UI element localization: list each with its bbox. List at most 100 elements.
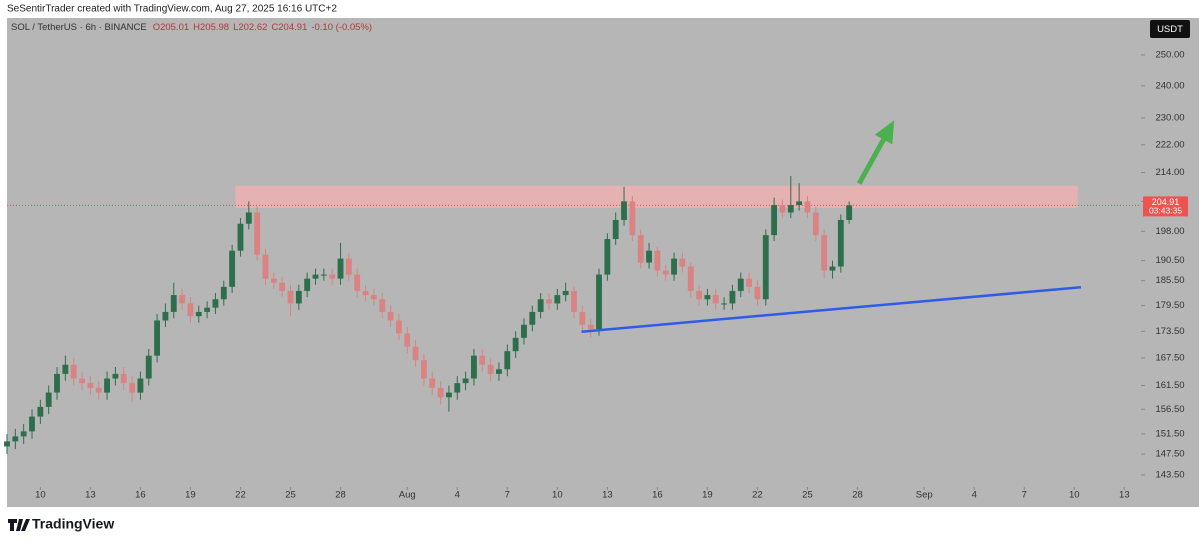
candle-body [279,282,286,291]
candle-body [662,270,669,275]
candle-body [479,355,486,365]
x-tick-label: 4 [455,490,460,501]
x-tick-label: 10 [1069,490,1080,501]
candle-body [562,290,569,296]
candle-body [704,295,711,300]
candle-body [37,406,44,417]
logo-mark [8,519,30,531]
price-tag-value: 204.91 [1152,197,1180,207]
arrow-shaft [856,138,886,185]
symbol: SOL / TetherUS · 6h · BINANCE [11,22,147,33]
candle-body [187,303,194,317]
drawings [7,185,1141,209]
candle-body [320,274,327,276]
chart-background [7,18,1199,507]
candle-body [521,324,527,338]
candle-body [737,278,744,291]
candle-body [179,295,186,304]
candle-body [45,392,52,407]
candle-body [729,290,736,304]
x-tick-label: Sep [916,490,933,501]
candle-body [829,266,836,271]
candle-body [762,235,769,300]
x-tick-label: 7 [1022,490,1027,501]
candle-body [646,250,652,263]
candle-body [104,378,110,393]
x-tick-label: 19 [702,490,713,501]
drawings [581,120,1082,333]
candle-body [796,201,803,206]
x-tick-label: 25 [802,490,813,501]
candle-body [270,278,277,283]
candle-body [170,295,177,312]
candle-body [87,383,94,388]
currency-box [1150,20,1190,38]
candle-body [712,295,719,304]
candle-body [20,431,27,437]
candle-body [354,274,361,291]
candle-body [496,369,502,374]
candle-body [337,258,344,279]
candle-body [254,212,261,255]
candle-body [70,364,77,379]
legend-value: L202.62 [233,22,267,33]
candle-body [345,258,352,275]
candle-body [612,219,619,240]
x-tick-label: 7 [505,490,510,501]
y-tick-label: 214.00 [1155,167,1184,178]
y-tick-label: 222.00 [1155,139,1184,150]
candle-body [471,355,477,379]
candle-body [129,383,135,393]
candle-body [462,378,469,384]
legend-value: C204.91 [271,22,307,33]
x-tick-label: 10 [552,490,563,501]
candle-body [546,299,552,304]
candle-body [512,337,519,352]
x-tick-label: 13 [602,490,613,501]
candle-body [487,364,494,374]
candle-body [621,201,627,220]
candle-body [212,299,219,308]
x-tick-label: 22 [752,490,763,501]
x-tick-label: 16 [652,490,663,501]
candle-body [387,311,394,321]
y-tick-label: 167.50 [1155,352,1184,363]
candle-body [812,212,819,236]
candle-body [312,274,319,279]
candle-body [195,311,202,317]
candle-body [395,320,402,334]
axes: 143.50 147.50 151.50 156.50 161.50 167.50 173.… [35,49,1184,500]
legend-value: O205.01 [153,22,189,33]
candle-body [229,250,236,287]
candle-body [587,324,594,330]
candle-body [295,290,302,304]
candle-body [696,290,702,300]
y-tick-label: 151.50 [1155,428,1184,439]
candle-body [162,311,169,321]
candle-body [754,286,761,300]
candle-body [746,278,753,287]
candle-body [204,307,211,312]
candle-body [54,373,60,393]
candle-body [454,383,461,393]
x-tick-label: Aug [399,490,416,501]
candle-body [504,351,511,370]
candle-body [721,303,728,305]
candle-body [654,250,661,271]
y-tick-label: 161.50 [1155,380,1184,391]
candle-body [362,290,369,296]
candle-body [837,219,844,267]
candle-body [29,416,35,432]
candle-body [145,355,152,379]
candle-body [220,286,227,300]
candle-body [529,311,536,325]
currency-label: USDT [1157,24,1183,35]
x-tick-label: 25 [285,490,296,501]
candle-body [687,266,694,291]
chart-title: SOL / TetherUS · 6h · BINANCE O205.01 H205… [11,22,372,33]
candle-body [404,333,411,347]
x-tick-label: 10 [35,490,46,501]
candle-body [846,205,853,220]
y-tick-label: 240.00 [1155,80,1184,91]
